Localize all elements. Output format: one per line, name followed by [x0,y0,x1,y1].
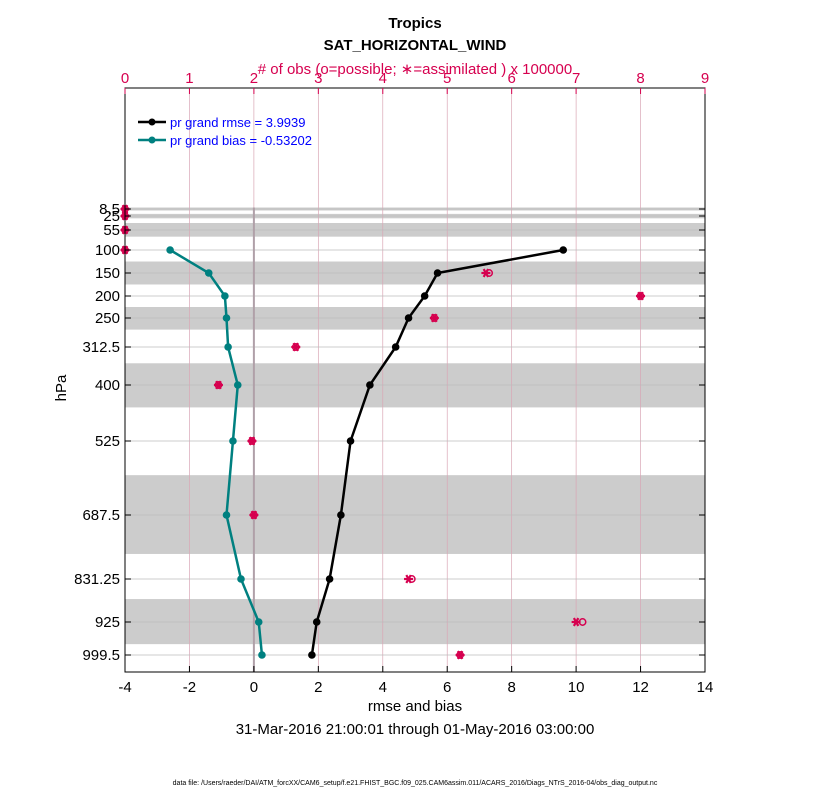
obs-assimilated-stroke [431,313,438,323]
series-point-1 [204,269,213,277]
series-lines [166,246,568,659]
chart-subtitle: SAT_HORIZONTAL_WIND [324,37,507,54]
legend-marker-bias [148,136,156,144]
shaded-band-6 [125,475,705,554]
legend-entry-rmse: pr grand rmse = 3.9939 [170,115,306,130]
series-point-1 [166,246,174,254]
obs-assimilated-marker [404,574,414,584]
shaded-band-7 [125,599,705,645]
top-tick-label: 1 [185,70,193,87]
obs-assimilated-stroke [482,268,490,278]
top-tick-label: 6 [507,70,515,87]
top-axis-ticks: 0 1 2 3 4 5 6 7 8 9 [121,70,709,94]
series-point-1 [221,292,229,300]
top-tick-label: 9 [701,70,709,87]
y-tick-label: 687.5 [82,507,120,524]
series-point-0 [404,314,413,322]
shaded-bands [125,207,705,645]
obs-assimilated-marker [571,617,581,627]
y-tick-label: 150 [95,265,120,282]
y-tick-label: 55 [103,222,120,239]
date-range: 31-Mar-2016 21:00:01 through 01-May-2016… [236,721,595,738]
top-tick-label: 3 [314,70,322,87]
legend-marker-rmse [148,118,156,126]
top-tick-label: 5 [443,70,451,87]
x-tick-label: 8 [507,679,515,696]
series-point-1 [224,343,232,351]
x-tick-label: -4 [118,679,131,696]
legend-entry-bias: pr grand bias = -0.53202 [170,133,312,148]
obs-assimilated-marker [481,268,491,278]
obs-assimilated-marker [636,291,646,301]
obs-assimilated-marker [291,342,301,352]
series-point-0 [433,269,442,277]
obs-assimilated-marker [455,650,465,660]
top-tick-label: 2 [250,70,258,87]
series-point-0 [325,575,334,583]
series-point-0 [346,437,355,445]
plot-frame [124,87,706,673]
x-tick-label: 4 [379,679,387,696]
y-tick-label: 831.25 [74,571,120,588]
obs-assimilated-stroke [456,650,464,660]
y-tick-label: 999.5 [82,647,120,664]
series-point-0 [312,618,321,626]
x-axis-ticks: -4 -2 0 2 4 6 8 10 12 14 [118,666,713,696]
top-tick-label: 7 [572,70,580,87]
y-tick-label: 400 [95,377,120,394]
y-tick-label: 200 [95,288,120,305]
obs-assimilated-stroke [250,510,258,520]
obs-assimilated-stroke [248,436,256,446]
series-point-0 [420,292,429,300]
y-tick-label: 25 [103,208,120,225]
x-tick-label: 2 [314,679,322,696]
series-point-1 [258,651,266,659]
series-point-1 [233,381,242,389]
series-point-0 [308,651,316,659]
y-tick-label: 312.5 [82,339,120,356]
chart-title: Tropics [388,15,441,32]
x-tick-label: 0 [250,679,258,696]
series-point-0 [337,511,345,519]
y-tick-label: 925 [95,614,120,631]
series-point-0 [366,381,374,389]
top-axis-label: # of obs (o=possible; ∗=assimilated ) x … [258,61,572,78]
obs-assimilated-stroke [637,291,644,301]
series-point-1 [229,437,237,445]
obs-assimilated-marker [429,313,439,323]
obs-assimilated-stroke [405,574,412,584]
obs-assimilated-marker [213,380,223,390]
obs-assimilated-stroke [215,380,222,390]
x-tick-label: 6 [443,679,451,696]
y-tick-label: 8.5 [99,201,120,218]
y-tick-label: 525 [95,433,120,450]
obs-assimilated-marker [247,436,257,446]
x-tick-label: 10 [568,679,585,696]
y-tick-label: 250 [95,310,120,327]
obs-assimilated-stroke [292,342,299,352]
series-point-0 [559,246,568,254]
top-tick-label: 8 [636,70,644,87]
top-tick-label: 0 [121,70,129,87]
series-point-0 [391,343,400,351]
series-point-1 [254,618,263,626]
series-point-1 [222,314,231,322]
x-tick-label: 12 [632,679,649,696]
x-tick-label: 14 [697,679,714,696]
series-point-1 [237,575,245,583]
top-tick-label: 4 [379,70,387,87]
series-point-1 [222,511,231,519]
obs-assimilated-stroke [572,617,580,627]
y-tick-label: 100 [95,242,120,259]
footer-data-file: data file: /Users/raeder/DAI/ATM_forcXX/… [173,780,658,787]
x-tick-label: -2 [183,679,196,696]
legend: pr grand rmse = 3.9939 pr grand bias = -… [138,115,312,148]
obs-assimilated-marker [249,510,259,520]
y-axis-label: hPa [53,374,70,401]
x-axis-label: rmse and bias [368,698,462,715]
